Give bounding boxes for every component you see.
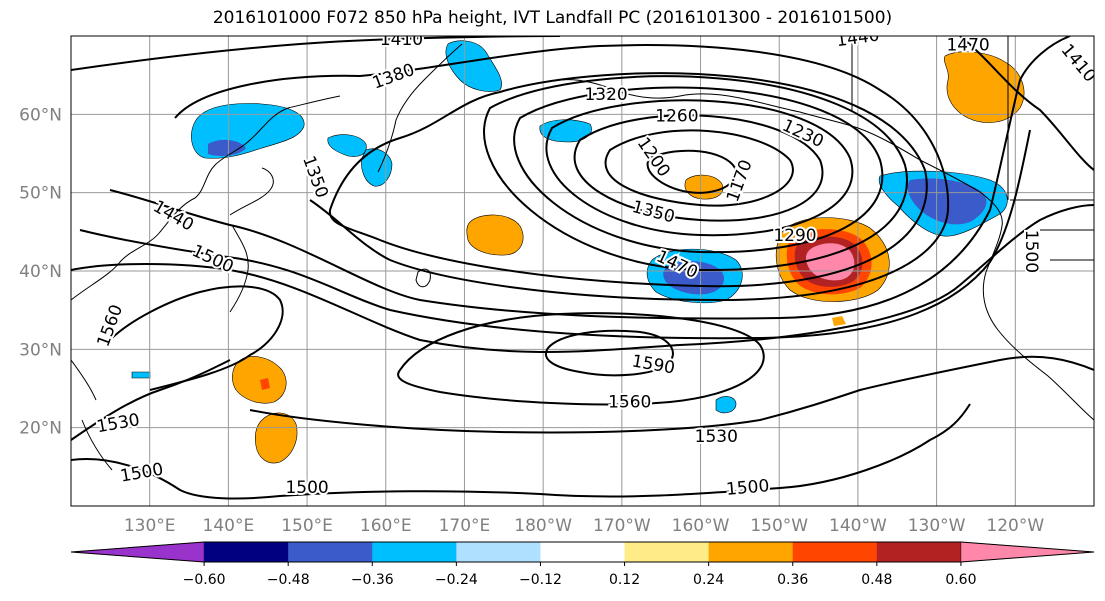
contour-1380 (174, 44, 950, 302)
colorbar-swatch (624, 542, 710, 562)
latitude-labels: 60°N 50°N 40°N 30°N 20°N (19, 105, 62, 438)
coast-asia (71, 95, 341, 301)
positive-anomaly-philippine-sea-core (260, 378, 270, 390)
colorbar-tick-label: 0.36 (777, 572, 808, 588)
longitude-labels: 130°E 140°E 150°E 160°E 170°E 180°W 170°W 160°W… (124, 516, 1045, 536)
map-frame (70, 35, 1095, 507)
contour-label: 1320 (584, 85, 627, 105)
contour-1440 (109, 36, 1071, 320)
contour-label: 1560 (608, 393, 651, 413)
colorbar: −0.60 −0.48 −0.36 −0.24 −0.12 0.12 0.24 0.36 0.4… (70, 541, 1095, 588)
positive-anomaly-central-pacific (466, 214, 524, 256)
colorbar-tick-label: 0.12 (609, 572, 640, 588)
positive-anomaly-small (832, 316, 846, 326)
contour-1200 (604, 129, 794, 207)
colorbar-tick-label: 0.24 (693, 572, 724, 588)
colorbar-swatch (288, 542, 373, 562)
contour-1350 (328, 72, 928, 288)
contour-1290 (513, 86, 884, 254)
colorbar-swatch (70, 541, 205, 563)
colorbar-tick-label: −0.36 (351, 572, 394, 588)
graticule (71, 36, 1094, 506)
negative-anomaly-tiny (131, 371, 151, 379)
contour-1530 (71, 359, 231, 441)
latitude-label: 40°N (19, 262, 62, 282)
latitude-label: 60°N (19, 105, 62, 125)
contour-1560b (397, 312, 765, 406)
contour-label: 1500 (285, 478, 328, 498)
coast-japan (229, 167, 274, 313)
colorbar-tick-label: −0.48 (267, 572, 310, 588)
coast-alaska (499, 79, 1003, 227)
longitude-label: 130°E (124, 516, 176, 536)
longitude-label: 160°W (672, 516, 730, 536)
colorbar-swatch (960, 541, 1095, 563)
contour-1260 (545, 99, 854, 237)
longitude-label: 170°W (593, 516, 651, 536)
ivt-shading (131, 40, 1025, 464)
latitude-label: 30°N (19, 340, 62, 360)
colorbar-swatch (456, 542, 541, 562)
contour-1230 (573, 114, 824, 222)
colorbar-swatch (540, 542, 626, 562)
colorbar-swatch (372, 542, 457, 562)
positive-anomaly-canada (944, 51, 1025, 123)
contour-1560 (109, 285, 284, 391)
colorbar-swatch (876, 542, 962, 562)
colorbar-swatch (708, 542, 794, 562)
contour-1170 (646, 149, 737, 194)
longitude-label: 130°W (908, 516, 966, 536)
colorbar-swatch (792, 542, 878, 562)
longitude-label: 180°W (514, 516, 572, 536)
negative-anomaly-kuril (327, 134, 367, 157)
longitude-label: 140°W (829, 516, 887, 536)
longitude-label: 160°E (360, 516, 412, 536)
contour-label: 1260 (655, 107, 698, 127)
longitude-label: 170°E (439, 516, 491, 536)
contour-1530b (249, 355, 1094, 434)
latitude-label: 20°N (19, 419, 62, 439)
colorbar-tick-label: −0.24 (435, 572, 478, 588)
contour-1410 (71, 36, 1094, 171)
longitude-label: 150°E (281, 516, 333, 536)
positive-anomaly-aleutian (684, 174, 724, 200)
coast-taiwan-phil (71, 359, 113, 471)
longitude-label: 120°W (986, 516, 1044, 536)
coast-us-states (1010, 199, 1094, 261)
contour-label: 1500 (1021, 230, 1041, 273)
contour-1590 (545, 329, 674, 377)
colorbar-tick-label: −0.60 (183, 572, 226, 588)
latitude-label: 50°N (19, 184, 62, 204)
contour-label: 1290 (773, 226, 816, 246)
contour-1320 (483, 75, 908, 272)
coast-kamchatka (377, 43, 463, 173)
coast-canada-border (851, 36, 1009, 200)
longitude-label: 140°E (203, 516, 255, 536)
map-title: 2016101000 F072 850 hPa height, IVT Land… (212, 8, 893, 28)
longitude-label: 150°W (750, 516, 808, 536)
coast-small-island (415, 268, 431, 288)
negative-anomaly-okhotsk-core (208, 139, 246, 156)
contour-label: 1530 (695, 427, 738, 447)
height-contours (71, 36, 1094, 500)
contour-label: 1470 (946, 35, 989, 55)
colorbar-tick-label: 0.48 (861, 572, 892, 588)
colorbar-swatch (204, 542, 289, 562)
contour-label: 1500 (725, 476, 770, 500)
contour-1500b (71, 403, 971, 500)
coastlines (71, 36, 1094, 471)
positive-anomaly-philippine-sea (232, 356, 287, 404)
contour-label: 1410 (380, 30, 423, 50)
colorbar-tick-label: −0.12 (519, 572, 562, 588)
negative-anomaly-hawaii (715, 396, 737, 414)
contour-1500 (71, 204, 1094, 353)
colorbar-tick-label: 0.60 (945, 572, 976, 588)
negative-anomaly-kamchatka (445, 40, 502, 92)
